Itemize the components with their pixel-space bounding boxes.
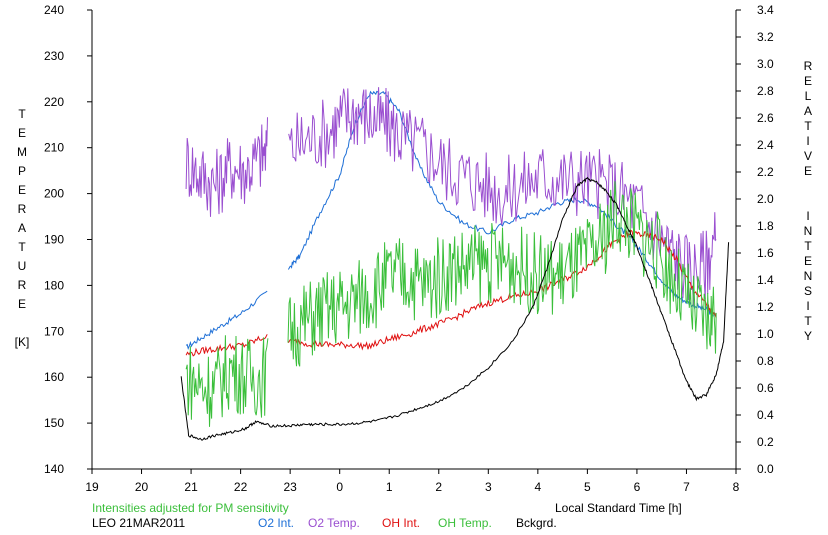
series-group [180,87,730,441]
series-line-bckgrd- [180,176,730,441]
right-tick-label: 1.6 [757,246,774,260]
bottom-tick-label: 4 [535,480,542,494]
series-line-o2-temp- [185,87,717,306]
right-axis-label-letter: Y [804,329,812,343]
right-axis-label-letter: N [804,224,813,238]
legend-oh-int-: OH Int. [382,516,420,530]
right-tick-label: 0.4 [757,408,774,422]
left-axis-label-letter: A [18,221,26,235]
right-tick-label: 3.0 [757,57,774,71]
left-tick-label: 170 [44,324,64,338]
right-axis-label-letter: V [804,149,812,163]
left-tick-label: 240 [44,3,64,17]
bottom-tick-label: 6 [634,480,641,494]
bottom-tick-label: 8 [733,480,740,494]
bottom-tick-label: 19 [85,480,99,494]
right-tick-label: 3.2 [757,30,774,44]
left-axis-label-letter: U [18,259,27,273]
right-axis-label-letter: T [804,119,812,133]
right-axis-label-letter: R [804,59,813,73]
right-tick-label: 0.6 [757,381,774,395]
legend-bckgrd-: Bckgrd. [516,516,557,530]
left-axis-label-letter: P [18,164,26,178]
bottom-tick-label: 5 [584,480,591,494]
right-tick-label: 1.2 [757,300,774,314]
left-tick-label: 150 [44,416,64,430]
right-axis-label-letter: E [804,164,812,178]
left-axis-label-letter: T [18,107,26,121]
right-axis-label-letter: T [804,314,812,328]
legend-o2-int-: O2 Int. [258,516,294,530]
left-tick-label: 180 [44,278,64,292]
right-tick-label: 2.4 [757,138,774,152]
left-axis-label-letter: E [18,183,26,197]
bottom-tick-label: 22 [234,480,248,494]
legend-o2-temp-: O2 Temp. [308,516,360,530]
bottom-tick-label: 1 [386,480,393,494]
right-tick-label: 2.6 [757,111,774,125]
series-line-oh-temp- [185,181,717,427]
right-tick-label: 1.0 [757,327,774,341]
left-axis-label-letter: [K] [15,335,30,349]
right-axis-label-letter: N [804,269,813,283]
left-axis-label-letter: E [18,126,26,140]
left-tick-label: 210 [44,141,64,155]
right-axis-label-letter: I [806,299,809,313]
left-tick-label: 140 [44,462,64,476]
pm-sensitivity-note: Intensities adjusted for PM sensitivity [92,501,289,515]
right-tick-label: 2.8 [757,84,774,98]
bottom-tick-label: 23 [283,480,297,494]
left-tick-label: 230 [44,49,64,63]
right-tick-label: 2.0 [757,192,774,206]
left-axis-label-letter: M [17,145,27,159]
bottom-tick-label: 0 [336,480,343,494]
right-tick-label: 0.2 [757,435,774,449]
right-axis-label-letter: I [806,209,809,223]
axes-group: 1401501601701801902002102202302400.00.20… [44,3,774,494]
left-axis-label-letter: R [18,278,27,292]
right-axis-label-letter: I [806,134,809,148]
left-axis-label-letter: T [18,240,26,254]
left-tick-label: 220 [44,95,64,109]
right-tick-label: 1.8 [757,219,774,233]
left-tick-label: 200 [44,187,64,201]
bottom-tick-label: 21 [184,480,198,494]
x-axis-label: Local Standard Time [h] [555,501,682,515]
bottom-tick-label: 20 [135,480,149,494]
right-tick-label: 1.4 [757,273,774,287]
right-axis-label-letter: E [804,74,812,88]
site-date-label: LEO 21MAR2011 [92,516,185,530]
series-line-oh-int- [185,229,717,357]
bottom-tick-label: 7 [683,480,690,494]
left-tick-label: 160 [44,370,64,384]
left-axis-label-letter: E [18,297,26,311]
right-tick-label: 3.4 [757,3,774,17]
right-tick-label: 2.2 [757,165,774,179]
left-axis-label-letter: R [18,202,27,216]
right-axis-label-letter: E [804,254,812,268]
right-axis-label-letter: A [804,104,812,118]
left-tick-label: 190 [44,233,64,247]
right-axis-label-letter: S [804,284,812,298]
right-axis-label-letter: T [804,239,812,253]
right-axis-label-letter: L [805,89,812,103]
right-tick-label: 0.0 [757,462,774,476]
legend-oh-temp-: OH Temp. [438,516,492,530]
bottom-tick-label: 3 [485,480,492,494]
right-tick-label: 0.8 [757,354,774,368]
bottom-tick-label: 2 [435,480,442,494]
